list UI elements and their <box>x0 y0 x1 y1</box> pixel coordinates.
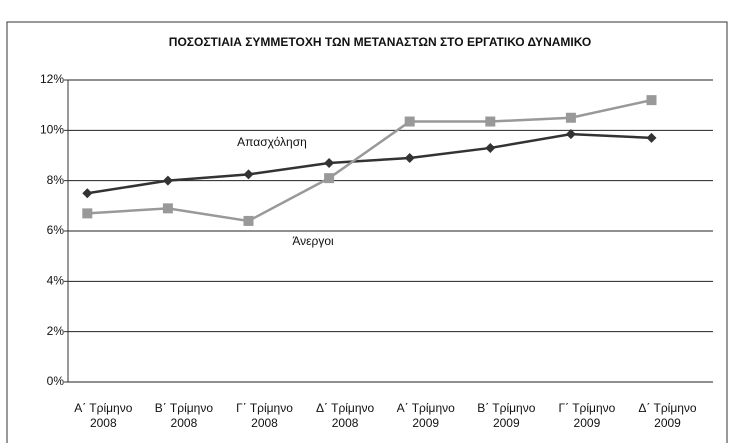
marker <box>162 203 173 214</box>
marker <box>485 116 496 127</box>
x-tick-label: Γ΄ Τρίμηνο 2008 <box>236 401 293 430</box>
marker <box>646 132 657 143</box>
x-tick-label: Β΄ Τρίμηνο 2008 <box>155 401 214 430</box>
series-label: Άνεργοι <box>292 234 334 248</box>
marker <box>243 169 254 180</box>
y-tick-label: 8% <box>47 173 65 187</box>
y-tick-label: 2% <box>47 324 65 338</box>
marker <box>324 158 335 169</box>
x-tick-label: Δ΄ Τρίμηνο 2009 <box>638 401 697 430</box>
marker <box>162 175 173 186</box>
marker <box>646 95 657 106</box>
chart-title: ΠΟΣΟΣΤΙΑΙΑ ΣΥΜΜΕΤΟΧΗ ΤΩΝ ΜΕΤΑΝΑΣΤΩΝ ΣΤΟ … <box>169 35 591 49</box>
x-tick-label: Β΄ Τρίμηνο 2009 <box>477 401 536 430</box>
marker <box>485 142 496 153</box>
y-tick-label: 0% <box>47 374 65 388</box>
chart-frame <box>6 21 728 443</box>
marker <box>404 116 415 127</box>
marker <box>82 208 93 219</box>
series-label: Απασχόληση <box>237 135 307 149</box>
marker <box>324 173 335 184</box>
series-line <box>87 98 652 223</box>
y-tick-label: 12% <box>40 72 64 86</box>
x-tick-label: Γ΄ Τρίμηνο 2009 <box>558 401 615 430</box>
marker <box>565 129 576 140</box>
y-tick-label: 4% <box>47 274 65 288</box>
marker <box>243 215 254 226</box>
x-tick-label: Α΄ Τρίμηνο 2008 <box>74 401 133 430</box>
marker <box>404 153 415 164</box>
x-tick-label: Δ΄ Τρίμηνο 2008 <box>316 401 375 430</box>
x-tick-label: Α΄ Τρίμηνο 2009 <box>397 401 456 430</box>
y-tick-label: 6% <box>47 223 65 237</box>
series-line <box>87 132 652 195</box>
marker <box>565 112 576 123</box>
marker <box>82 188 93 199</box>
y-tick-label: 10% <box>40 123 64 137</box>
